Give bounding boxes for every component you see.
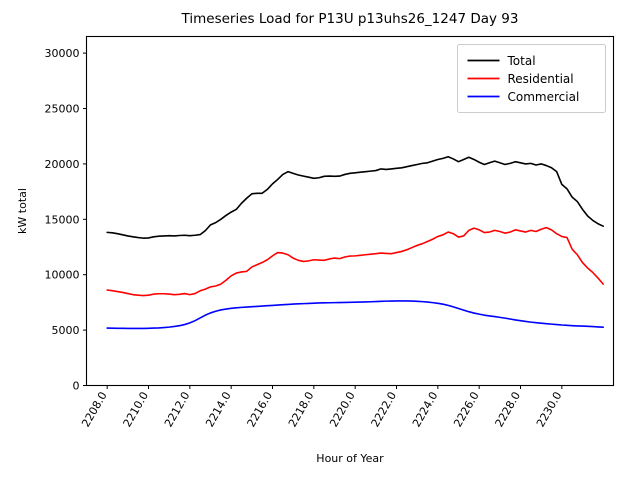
y-tick-label: 15000	[45, 213, 80, 226]
y-tick-label: 10000	[45, 269, 80, 282]
y-tick-label: 25000	[45, 103, 80, 116]
y-tick-label: 0	[73, 380, 80, 393]
chart-legend: Total Residential Commercial	[457, 44, 606, 113]
data-series-group	[106, 155, 604, 330]
legend-box	[457, 44, 606, 113]
series-line-residential	[106, 226, 604, 297]
y-axis-label: kW total	[16, 188, 29, 234]
x-axis-label: Hour of Year	[316, 452, 384, 465]
chart-title: Timeseries Load for P13U p13uhs26_1247 D…	[181, 11, 519, 27]
y-axis-ticks: 0 5000 10000 15000 20000 25000 30000	[45, 47, 87, 393]
legend-label-residential: Residential	[508, 72, 574, 86]
series-line-commercial	[106, 300, 604, 330]
axes-spines	[85, 35, 615, 387]
legend-label-commercial: Commercial	[508, 90, 580, 104]
y-tick-label: 5000	[52, 324, 80, 337]
series-line-total	[106, 155, 604, 239]
y-tick-label: 20000	[45, 158, 80, 171]
plot-axes-frame	[85, 35, 615, 387]
legend-label-total: Total	[507, 54, 536, 68]
y-tick-label: 30000	[45, 47, 80, 60]
